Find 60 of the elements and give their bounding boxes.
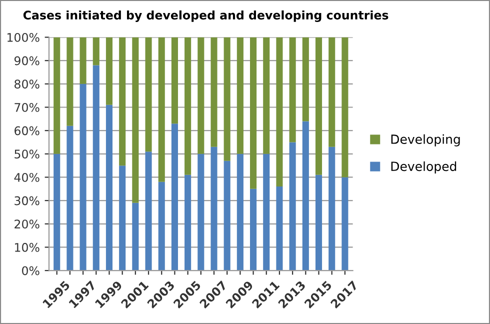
- y-tick-label: 100%: [8, 32, 40, 42]
- bar: [302, 121, 309, 271]
- legend-label: Developing: [391, 134, 460, 146]
- bar: [66, 126, 74, 271]
- bar: [158, 182, 165, 271]
- bar: [145, 152, 152, 271]
- bar: [54, 37, 60, 154]
- bar: [198, 154, 204, 271]
- bar: [198, 37, 204, 154]
- bar: [263, 154, 270, 271]
- y-tick-label: 60%: [14, 126, 40, 136]
- bar: [289, 37, 296, 142]
- bar: [80, 37, 86, 84]
- bar: [80, 84, 86, 271]
- y-tick-label: 10%: [15, 242, 40, 252]
- bar: [106, 37, 113, 105]
- bar: [250, 188, 257, 271]
- bar: [119, 37, 126, 166]
- bar: [158, 37, 165, 182]
- y-tick-label: 70%: [14, 102, 40, 112]
- bar: [315, 37, 322, 175]
- y-tick-label: 30%: [14, 196, 40, 206]
- bar: [328, 146, 336, 271]
- bar: [263, 37, 270, 154]
- y-tick-label: 40%: [14, 172, 40, 182]
- bar: [184, 37, 192, 175]
- bar: [250, 37, 257, 189]
- bar: [224, 160, 230, 271]
- y-tick-label: 90%: [14, 56, 40, 66]
- y-tick-label: 20%: [14, 220, 40, 229]
- bar: [171, 37, 178, 124]
- bar: [145, 37, 152, 152]
- y-tick-label: 50%: [14, 150, 40, 159]
- bar: [276, 37, 283, 187]
- bar: [289, 142, 296, 271]
- bar: [184, 174, 192, 271]
- bar: [236, 154, 244, 271]
- bar: [132, 202, 139, 271]
- bar: [119, 166, 126, 271]
- bar: [315, 174, 322, 271]
- bar: [92, 65, 100, 271]
- y-tick-label: 0%: [22, 266, 40, 276]
- bar: [342, 177, 348, 271]
- legend-label: Developed: [391, 161, 456, 174]
- bar: [210, 37, 218, 147]
- bar: [276, 186, 283, 271]
- bar: [328, 37, 336, 147]
- bar: [236, 37, 244, 154]
- bar: [66, 37, 74, 126]
- bar: [302, 37, 309, 122]
- bar: [342, 37, 348, 178]
- bar: [106, 104, 113, 271]
- bar: [171, 124, 178, 271]
- bar: [92, 37, 100, 66]
- bar: [132, 37, 139, 203]
- bar: [54, 154, 60, 271]
- bar: [224, 37, 230, 161]
- bar: [210, 146, 218, 271]
- y-tick-label: 80%: [14, 80, 40, 89]
- chart-title: Cases initiated by developed and developing countries: [23, 10, 388, 22]
